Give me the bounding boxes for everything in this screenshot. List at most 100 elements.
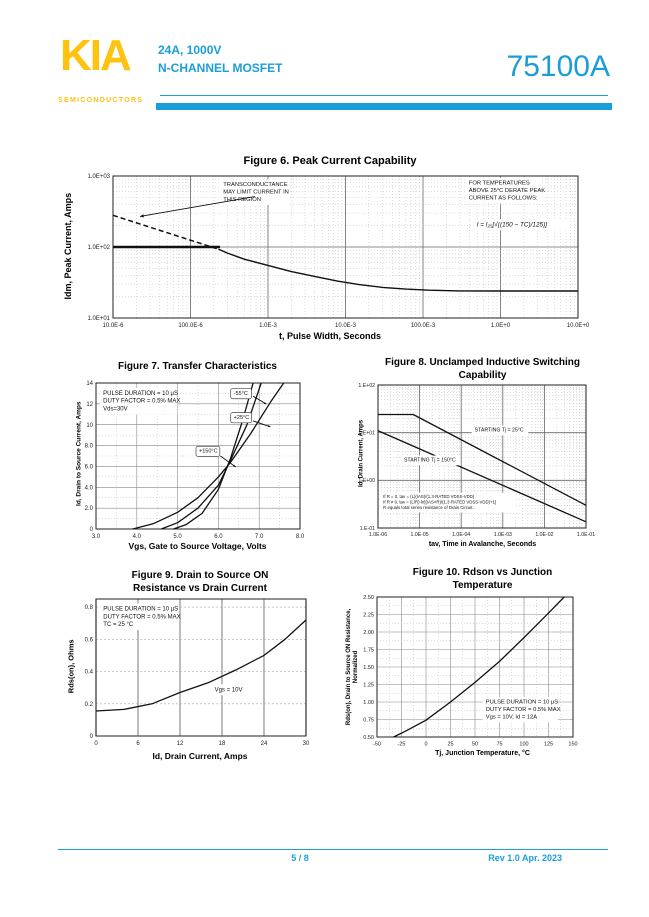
- footer-rule: [58, 849, 608, 850]
- svg-text:STARTING Tj = 25°C: STARTING Tj = 25°C: [475, 428, 524, 434]
- svg-text:1.0E+01: 1.0E+01: [87, 316, 110, 322]
- figure7-xlabel: Vgs, Gate to Source Voltage, Volts: [128, 541, 267, 551]
- svg-text:I = I₂₅[√((150 − TC)/125)]: I = I₂₅[√((150 − TC)/125)]: [477, 220, 548, 228]
- svg-text:14: 14: [86, 381, 93, 387]
- svg-text:0.8: 0.8: [85, 605, 94, 611]
- svg-text:2.00: 2.00: [363, 630, 374, 636]
- figure8-ylabel: Id, Drain Current, Amps: [358, 419, 365, 488]
- svg-text:18: 18: [219, 741, 226, 747]
- figure9-title: Figure 9. Drain to Source ON Resistance …: [131, 570, 269, 594]
- svg-text:24: 24: [261, 741, 268, 747]
- svg-text:1.E+00: 1.E+00: [358, 478, 375, 484]
- svg-text:12: 12: [86, 402, 93, 408]
- svg-text:Vgs = 10V: Vgs = 10V: [215, 687, 243, 693]
- svg-text:0.50: 0.50: [363, 735, 374, 741]
- svg-text:125: 125: [544, 742, 553, 748]
- svg-text:12: 12: [177, 741, 184, 747]
- figure7-ylabel: Id, Drain to Source Current, Amps: [75, 401, 83, 506]
- figure8-xlabel: tav, Time in Avalanche, Seconds: [428, 541, 537, 548]
- svg-text:PULSE DURATION = 10 µS: PULSE DURATION = 10 µS: [103, 606, 178, 612]
- figure6-xlabel: t, Pulse Width, Seconds: [279, 331, 381, 341]
- svg-text:1.0E-06: 1.0E-06: [369, 532, 387, 538]
- part-type: N-CHANNEL MOSFET: [158, 61, 283, 75]
- svg-text:5.0: 5.0: [173, 534, 182, 540]
- svg-text:0: 0: [90, 734, 94, 740]
- svg-text:1.0E-03: 1.0E-03: [494, 532, 512, 538]
- svg-text:TC = 25 °C: TC = 25 °C: [103, 622, 134, 628]
- svg-text:6.0: 6.0: [85, 465, 94, 471]
- svg-text:8.0: 8.0: [296, 534, 305, 540]
- page-number: 5 / 8: [291, 853, 309, 863]
- svg-text:30: 30: [303, 741, 310, 747]
- svg-text:PULSE DURATION = 10 µS: PULSE DURATION = 10 µS: [486, 700, 558, 706]
- svg-text:0: 0: [94, 741, 98, 747]
- svg-text:2.0: 2.0: [85, 506, 94, 512]
- svg-text:150: 150: [568, 742, 577, 748]
- kia-logo-subtext: SEMICONDUCTORS: [58, 97, 144, 104]
- svg-text:1.E+01: 1.E+01: [358, 430, 375, 436]
- svg-text:FOR TEMPERATURES: FOR TEMPERATURES: [469, 181, 530, 187]
- header-rule-thin: [160, 95, 608, 96]
- svg-text:25: 25: [447, 742, 453, 748]
- svg-text:100.0E-3: 100.0E-3: [411, 323, 436, 329]
- svg-text:DUTY FACTOR = 0.5% MAX: DUTY FACTOR = 0.5% MAX: [103, 614, 180, 620]
- kia-logo: KIA: [60, 31, 132, 80]
- revision-label: Rev 1.0 Apr. 2023: [488, 853, 562, 863]
- svg-text:100.0E-6: 100.0E-6: [178, 323, 203, 329]
- svg-text:+25°C: +25°C: [234, 415, 250, 421]
- svg-text:1.50: 1.50: [363, 665, 374, 671]
- svg-text:MAY LIMIT CURRENT IN: MAY LIMIT CURRENT IN: [223, 190, 289, 196]
- svg-text:75: 75: [496, 742, 502, 748]
- svg-text:1.0E-01: 1.0E-01: [577, 532, 595, 538]
- header-rule-thick: [156, 103, 612, 110]
- svg-text:0.6: 0.6: [85, 637, 94, 643]
- figure8-title: Figure 8. Unclamped Inductive Switching …: [384, 357, 581, 381]
- svg-text:1.0E+0: 1.0E+0: [491, 323, 511, 329]
- svg-text:DUTY FACTOR = 0.5% MAX: DUTY FACTOR = 0.5% MAX: [486, 707, 561, 713]
- svg-text:2.25: 2.25: [363, 612, 374, 618]
- svg-text:If R = 0, tav = (L)(IAS)/(1.3·: If R = 0, tav = (L)(IAS)/(1.3·RATED VDSS…: [383, 494, 475, 499]
- svg-text:6.0: 6.0: [214, 534, 223, 540]
- svg-text:DUTY FACTOR = 0.5% MAX: DUTY FACTOR = 0.5% MAX: [103, 399, 180, 405]
- svg-text:1.0E-02: 1.0E-02: [535, 532, 553, 538]
- svg-text:1.75: 1.75: [363, 647, 374, 653]
- figure6-title: Figure 6. Peak Current Capability: [243, 155, 417, 167]
- figure6-ylabel: Idm, Peak Current, Amps: [62, 192, 73, 300]
- svg-text:4.0: 4.0: [85, 485, 94, 491]
- svg-text:TRANSCONDUCTANCE: TRANSCONDUCTANCE: [223, 182, 287, 188]
- svg-text:8.0: 8.0: [85, 444, 94, 450]
- fig10-plot: -50 -25 0 25 50 75 100 125 150 2.50 2.25 2.00 1.75 1.…: [363, 595, 577, 748]
- svg-text:6: 6: [136, 741, 140, 747]
- svg-text:Vds=30V: Vds=30V: [103, 406, 128, 412]
- svg-text:10.0E-3: 10.0E-3: [335, 323, 357, 329]
- svg-text:PULSE DURATION = 10 µS: PULSE DURATION = 10 µS: [103, 391, 178, 397]
- svg-text:0.2: 0.2: [85, 702, 94, 708]
- svg-text:0: 0: [424, 742, 427, 748]
- figure7-title: Figure 7. Transfer Characteristics: [118, 361, 277, 372]
- svg-text:R equals total series resistan: R equals total series resistance of Drai…: [383, 505, 474, 510]
- svg-text:-50: -50: [373, 742, 381, 748]
- svg-text:STARTING Tj = 150°C: STARTING Tj = 150°C: [404, 458, 456, 464]
- figure9-ylabel: Rds(on), Ohms: [66, 639, 76, 694]
- svg-text:CURRENT AS FOLLOWS:: CURRENT AS FOLLOWS:: [469, 196, 538, 202]
- svg-text:10.0E+0: 10.0E+0: [567, 323, 590, 329]
- svg-text:100: 100: [519, 742, 528, 748]
- svg-text:1.E+02: 1.E+02: [358, 383, 375, 389]
- svg-text:-55°C: -55°C: [234, 391, 248, 397]
- figure9-xlabel: Id, Drain Current, Amps: [152, 751, 248, 761]
- svg-text:10.0E-6: 10.0E-6: [102, 323, 124, 329]
- svg-text:0.75: 0.75: [363, 717, 374, 723]
- fig7-plot: 3.0 4.0 5.0 6.0 7.0 8.0 14 12 10 8.0 6.0 4.0 2.0 0 PUL…: [85, 381, 305, 540]
- svg-text:7.0: 7.0: [255, 534, 264, 540]
- svg-text:1.0E-05: 1.0E-05: [411, 532, 429, 538]
- svg-text:THIS REGION: THIS REGION: [223, 197, 261, 203]
- part-number: 75100A: [506, 50, 610, 83]
- fig8-plot: 1.0E-06 1.0E-05 1.0E-04 1.0E-03 1.0E-02 1.0E-…: [358, 383, 595, 538]
- svg-text:1.0E+03: 1.0E+03: [87, 174, 110, 180]
- svg-text:ABOVE 25°C DERATE PEAK: ABOVE 25°C DERATE PEAK: [469, 188, 545, 194]
- svg-text:4.0: 4.0: [133, 534, 142, 540]
- fig9-plot: 0 6 12 18 24 30 0.8 0.6 0.4 0.2 0 PULSE DURATION = …: [85, 598, 310, 747]
- svg-text:1.25: 1.25: [363, 682, 374, 688]
